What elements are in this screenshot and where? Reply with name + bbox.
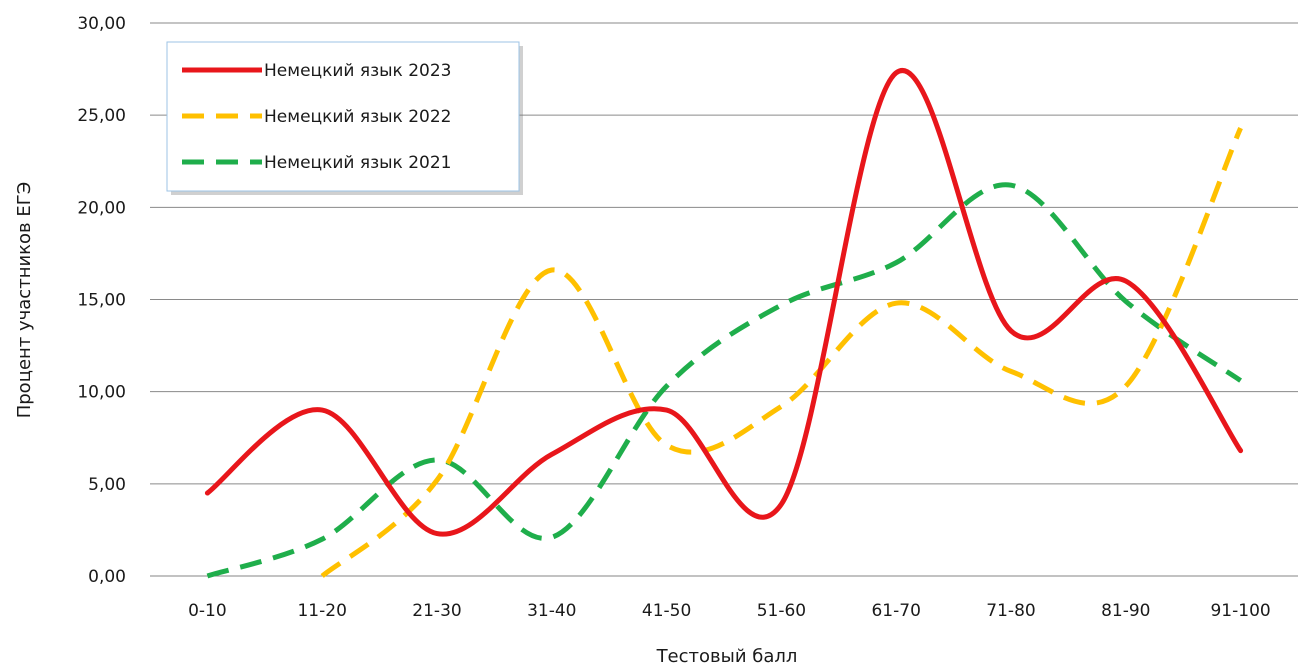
x-tick-label: 91-100 [1210, 601, 1270, 621]
legend-label-2: Немецкий язык 2021 [264, 153, 452, 173]
series-line-2 [206, 182, 1243, 579]
x-tick-label: 51-60 [757, 601, 806, 621]
legend: Немецкий язык 2023 Немецкий язык 2022 Неме… [166, 41, 523, 195]
x-tick-label: 11-20 [297, 601, 346, 621]
y-tick-label: 10,00 [77, 383, 126, 403]
x-tick-label: 71-80 [986, 601, 1035, 621]
x-tick-label: 0-10 [188, 601, 227, 621]
y-tick-label: 0,00 [88, 567, 126, 587]
x-tick-label: 61-70 [871, 601, 920, 621]
x-tick-label: 81-90 [1101, 601, 1150, 621]
series-lines [204, 67, 1244, 579]
y-axis-title: Процент участников ЕГЭ [14, 182, 35, 419]
x-tick-label: 41-50 [642, 601, 691, 621]
x-tick-label: 31-40 [527, 601, 576, 621]
series-line-0 [204, 67, 1244, 537]
legend-label-1: Немецкий язык 2022 [264, 107, 452, 127]
x-axis-title: Тестовый балл [656, 646, 798, 667]
x-axis-ticks: 0-10 11-20 21-30 31-40 41-50 51-60 61-70 71-80 8… [188, 601, 1271, 621]
y-tick-label: 20,00 [77, 198, 126, 218]
x-tick-label: 21-30 [412, 601, 461, 621]
y-tick-label: 25,00 [77, 106, 126, 126]
series-line-1 [320, 127, 1243, 578]
y-tick-label: 30,00 [77, 14, 126, 34]
y-tick-label: 5,00 [88, 475, 126, 495]
legend-label-0: Немецкий язык 2023 [264, 61, 452, 81]
y-tick-label: 15,00 [77, 291, 126, 311]
y-axis-ticks: 0,00 5,00 10,00 15,00 20,00 25,00 30,00 [77, 14, 126, 587]
